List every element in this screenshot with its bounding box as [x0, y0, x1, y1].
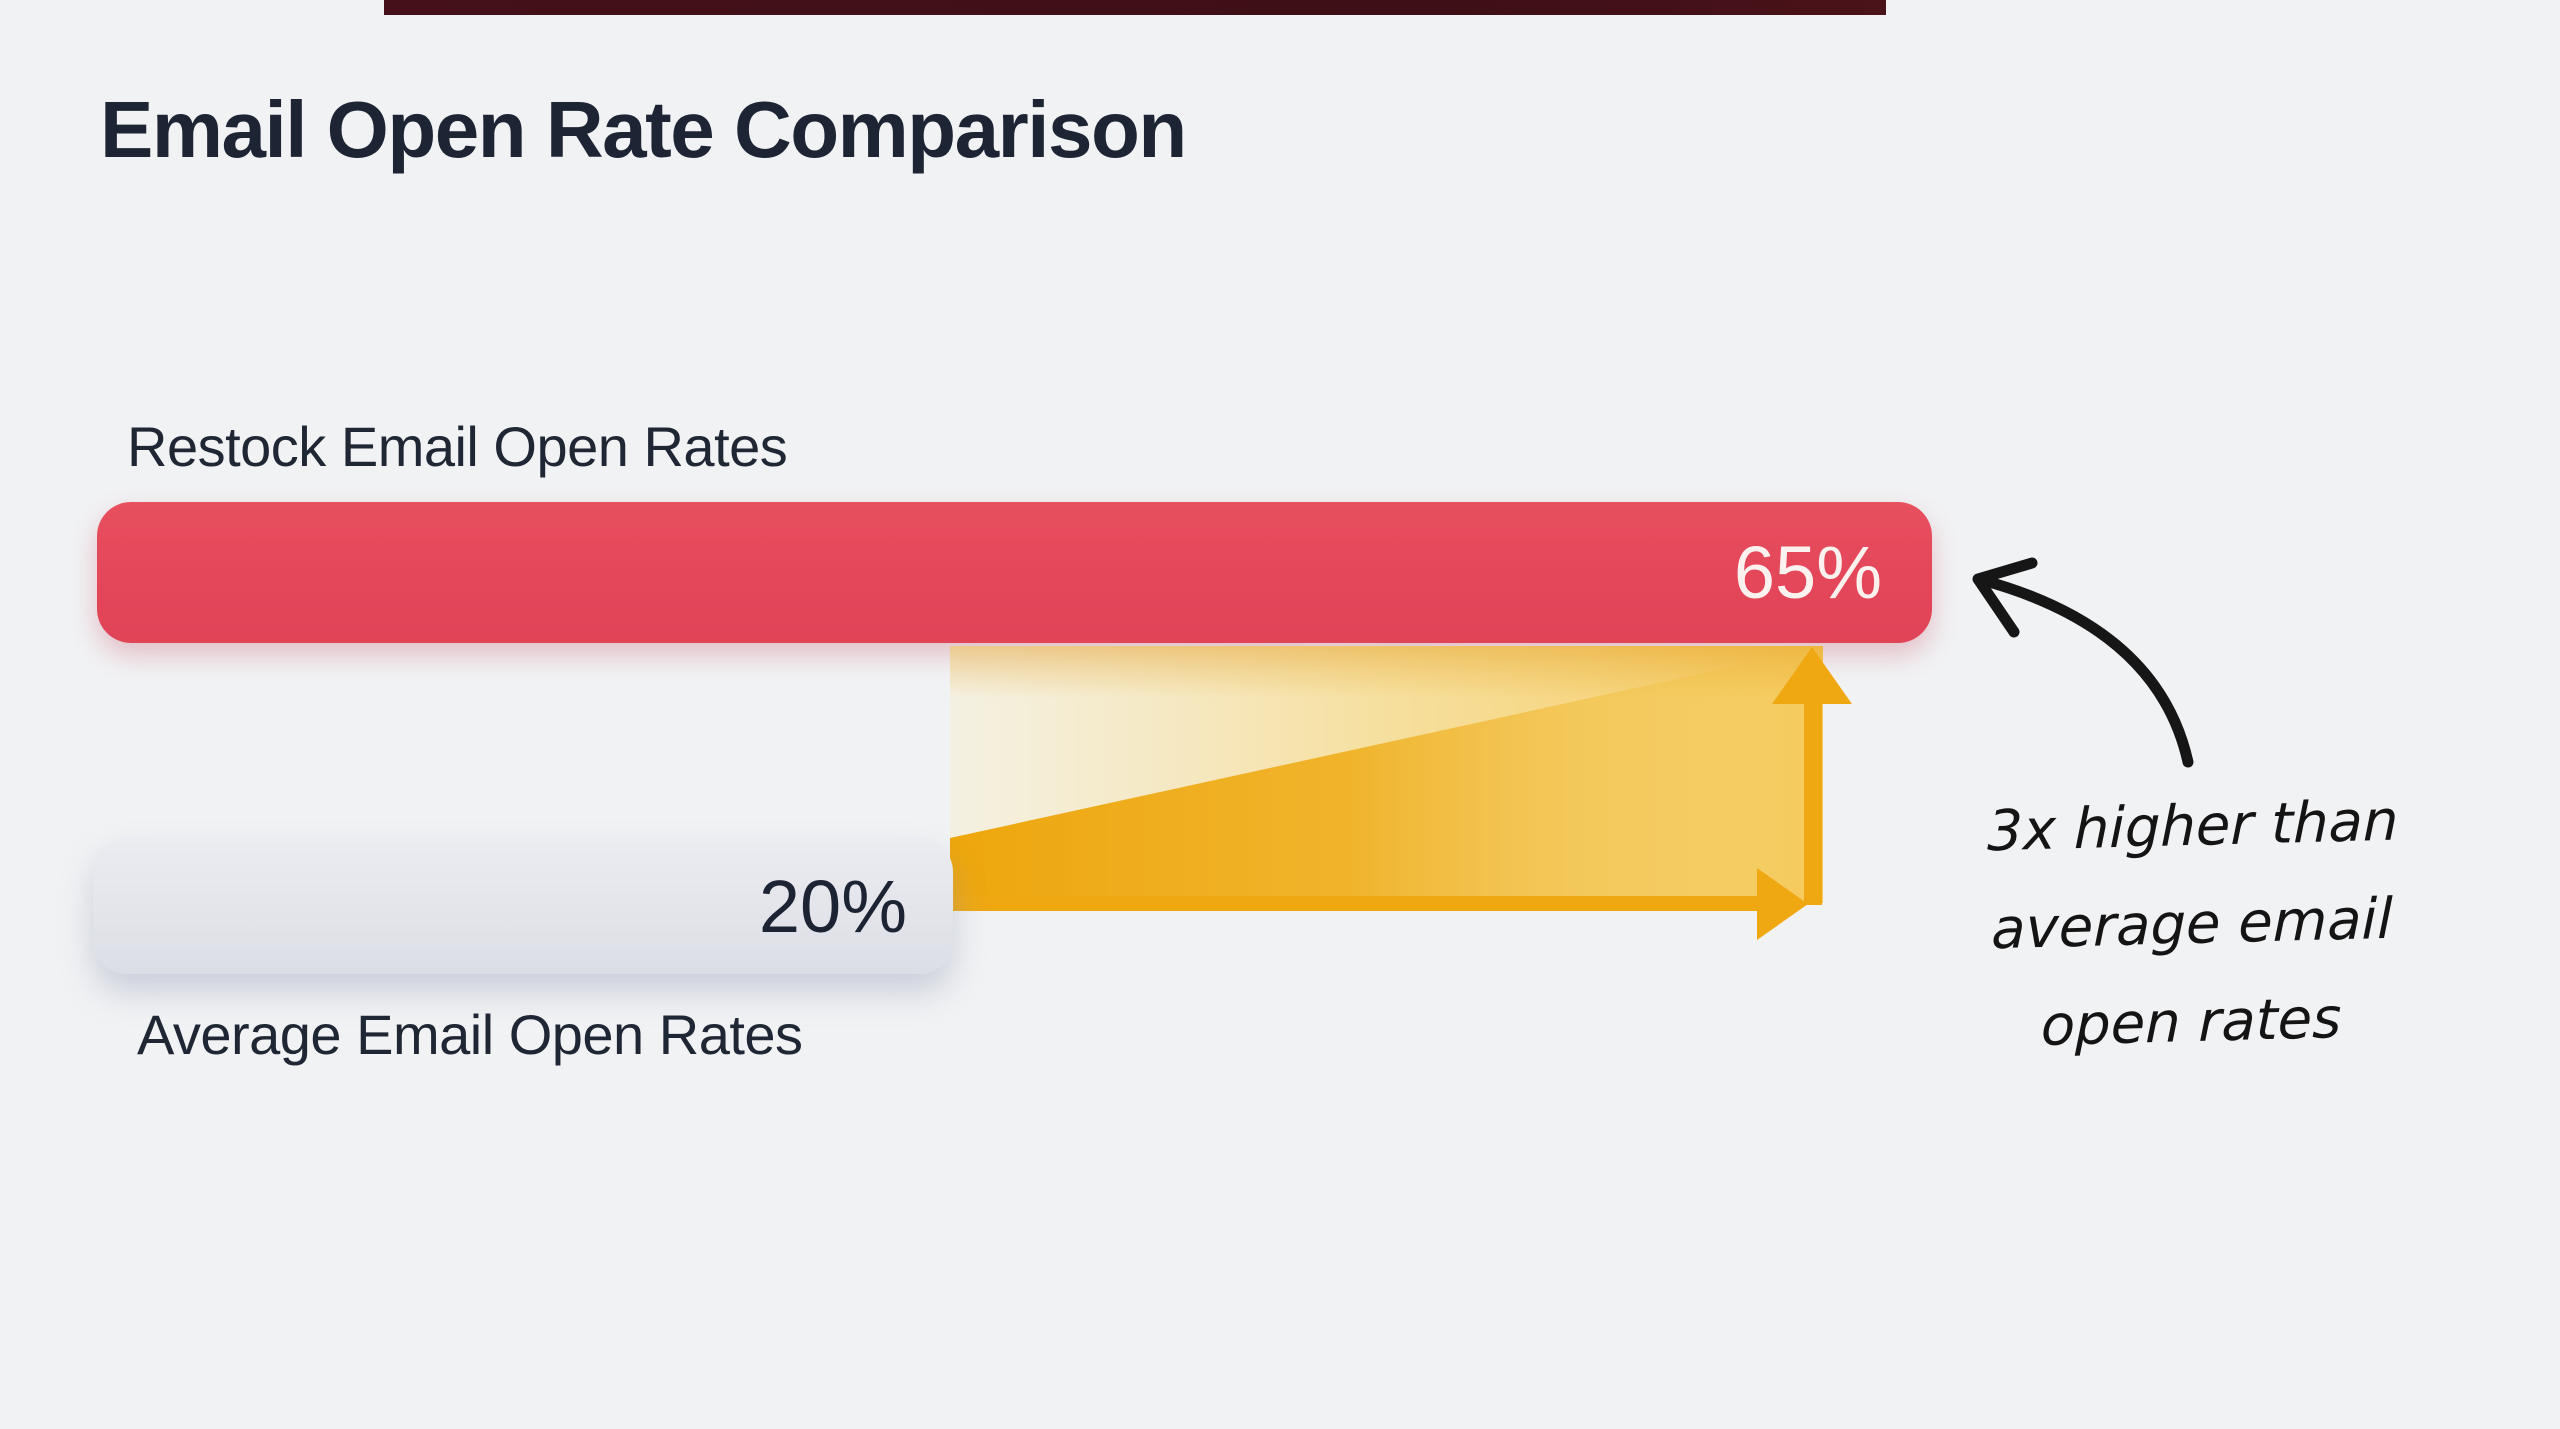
- annotation-line-1: 3x higher than: [1987, 788, 2399, 865]
- average-bar-label: Average Email Open Rates: [137, 1003, 803, 1066]
- restock-bar-value: 65%: [1733, 531, 1882, 614]
- horizontal-arrow-head: [1757, 868, 1808, 940]
- growth-triangle: [950, 647, 1823, 903]
- wedge-top-shade: [950, 646, 1823, 698]
- horizontal-arrow-shaft: [950, 896, 1760, 911]
- page-title: Email Open Rate Comparison: [100, 85, 1187, 174]
- vertical-arrow-head: [1772, 647, 1852, 704]
- annotation-arrow-head: [1972, 557, 2038, 638]
- restock-bar: 65%: [97, 502, 1932, 643]
- annotation-text: 3x higher than average email open rates: [1931, 771, 2453, 1079]
- average-bar: 20%: [93, 838, 953, 974]
- annotation-arrow-curve: [1976, 574, 2194, 768]
- wedge-background: [950, 646, 1823, 903]
- average-bar-value: 20%: [758, 864, 907, 948]
- annotation-line-3: open rates: [2040, 986, 2342, 1060]
- restock-bar-label: Restock Email Open Rates: [127, 415, 788, 478]
- vertical-arrow-shaft: [1804, 700, 1822, 905]
- top-strip-decoration: [384, 0, 1886, 15]
- annotation-line-2: average email: [1991, 886, 2393, 963]
